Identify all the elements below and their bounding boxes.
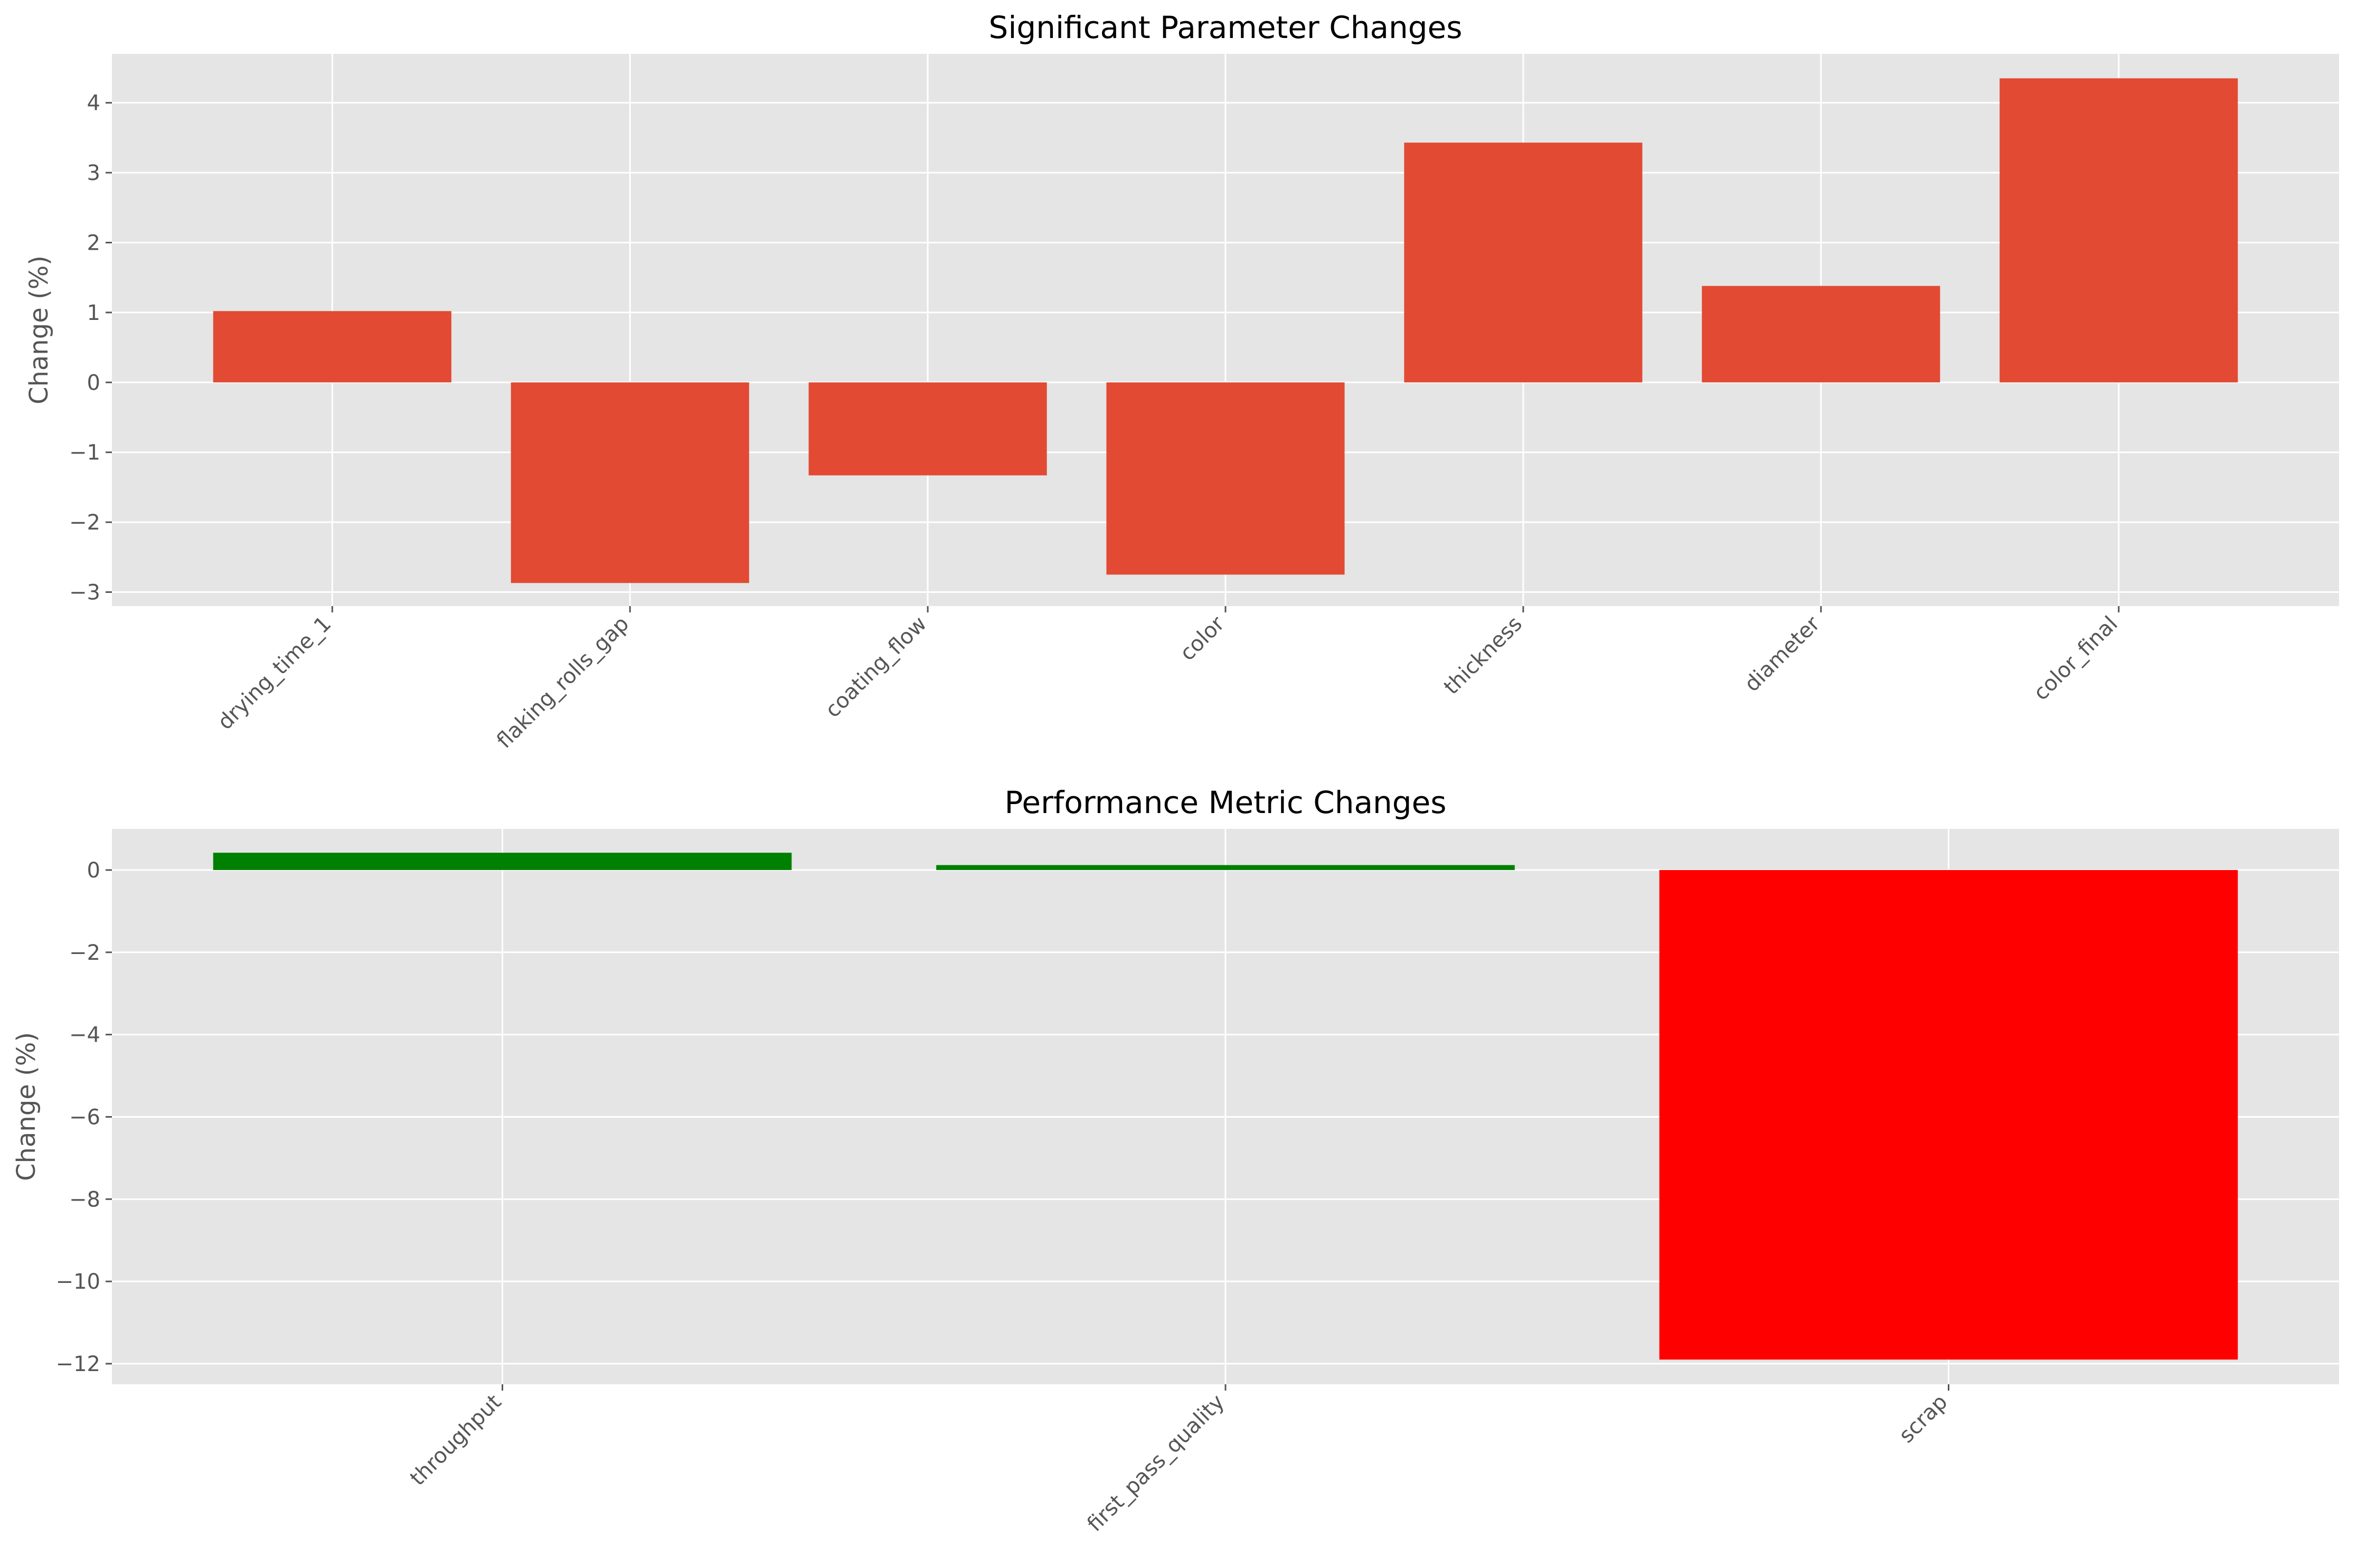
y-tick-label: −8 xyxy=(69,1187,100,1212)
bar-coating-flow xyxy=(808,382,1047,476)
chart-title: Significant Parameter Changes xyxy=(989,10,1463,45)
y-axis-label: Change (%) xyxy=(24,256,54,404)
y-tick-label: 2 xyxy=(87,231,100,255)
y-axis-label: Change (%) xyxy=(12,1032,41,1181)
x-tick-label: thickness xyxy=(1439,612,1527,700)
y-tick-label: 3 xyxy=(87,161,100,185)
x-tick-label: scrap xyxy=(1894,1390,1953,1448)
x-tick-label: color_final xyxy=(2029,612,2123,705)
y-tick-label: 1 xyxy=(87,301,100,325)
bar-drying-time-1 xyxy=(213,311,451,383)
bar-color-final xyxy=(2000,78,2238,383)
y-tick-label: −10 xyxy=(56,1270,100,1294)
y-tick-label: −2 xyxy=(69,941,100,965)
bar-scrap xyxy=(1659,870,2238,1360)
x-tick-label: flaking_rolls_gap xyxy=(492,612,634,753)
x-tick-label: first_pass_quality xyxy=(1082,1390,1229,1537)
y-tick-label: −2 xyxy=(69,511,100,535)
y-tick-label: −12 xyxy=(56,1352,100,1376)
parameter-changes-chart: −3 −2 −1 0 1 2 3 4 drying_time_1 flaking_rolls_ga… xyxy=(24,10,2339,753)
x-tick-label: diameter xyxy=(1740,611,1825,696)
x-tick-label: color xyxy=(1175,611,1230,666)
y-tick-label: 0 xyxy=(87,371,100,395)
bar-first-pass-quality xyxy=(936,865,1515,870)
y-tick-label: −3 xyxy=(69,581,100,605)
x-tick-label: coating_flow xyxy=(821,612,931,723)
chart-title: Performance Metric Changes xyxy=(1004,785,1446,820)
y-tick-label: 0 xyxy=(87,858,100,883)
bar-throughput xyxy=(213,853,792,870)
bar-color xyxy=(1106,382,1345,575)
x-tick-label: throughput xyxy=(406,1390,506,1491)
bar-thickness xyxy=(1404,143,1643,383)
y-tick-label: 4 xyxy=(87,91,100,116)
y-tick-label: −4 xyxy=(69,1023,100,1047)
bar-flaking-rolls-gap xyxy=(511,382,749,583)
y-tick-label: −6 xyxy=(69,1105,100,1129)
performance-changes-chart: −12 −10 −8 −6 −4 −2 0 throughput first_pass_qual… xyxy=(12,785,2339,1536)
x-tick-label: drying_time_1 xyxy=(213,612,336,735)
bar-diameter xyxy=(1702,286,1940,383)
y-tick-label: −1 xyxy=(69,441,100,465)
